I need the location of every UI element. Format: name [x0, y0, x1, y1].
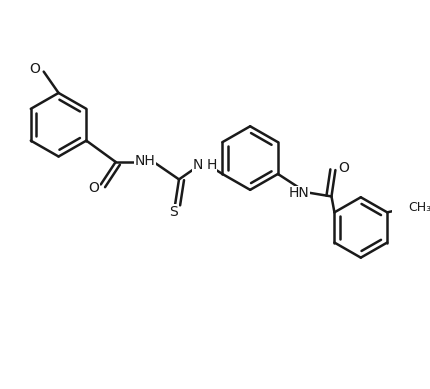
- Text: O: O: [30, 61, 40, 75]
- Text: S: S: [169, 205, 178, 219]
- Text: H: H: [206, 158, 217, 172]
- Text: HN: HN: [289, 186, 310, 200]
- Text: O: O: [88, 180, 99, 194]
- Text: CH₃: CH₃: [408, 201, 430, 214]
- Text: N: N: [193, 158, 203, 172]
- Text: O: O: [338, 161, 349, 175]
- Text: NH: NH: [135, 154, 155, 168]
